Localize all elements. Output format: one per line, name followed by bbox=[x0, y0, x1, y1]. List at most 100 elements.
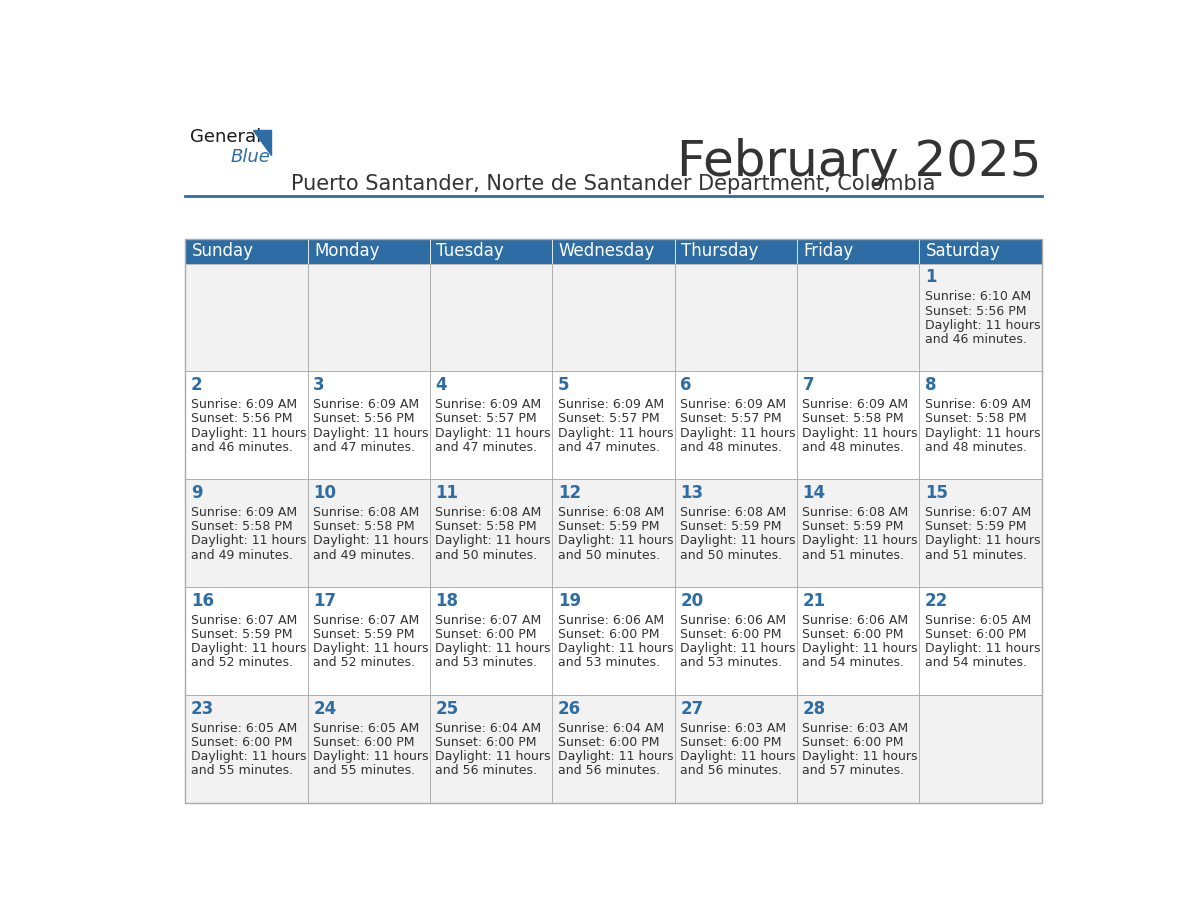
Text: 26: 26 bbox=[558, 700, 581, 718]
Text: 17: 17 bbox=[314, 592, 336, 610]
FancyBboxPatch shape bbox=[185, 695, 1042, 803]
FancyBboxPatch shape bbox=[308, 239, 430, 263]
Text: Sunset: 6:00 PM: Sunset: 6:00 PM bbox=[191, 736, 292, 749]
FancyBboxPatch shape bbox=[185, 263, 1042, 372]
FancyBboxPatch shape bbox=[920, 239, 1042, 263]
Text: Daylight: 11 hours: Daylight: 11 hours bbox=[314, 643, 429, 655]
Polygon shape bbox=[253, 130, 271, 155]
Text: 3: 3 bbox=[314, 376, 324, 395]
Text: 18: 18 bbox=[436, 592, 459, 610]
Text: Sunrise: 6:08 AM: Sunrise: 6:08 AM bbox=[436, 506, 542, 520]
Text: Daylight: 11 hours: Daylight: 11 hours bbox=[436, 534, 551, 547]
Text: 4: 4 bbox=[436, 376, 447, 395]
Text: Daylight: 11 hours: Daylight: 11 hours bbox=[314, 750, 429, 763]
Text: and 51 minutes.: and 51 minutes. bbox=[924, 549, 1026, 562]
Text: 23: 23 bbox=[191, 700, 214, 718]
Text: Puerto Santander, Norte de Santander Department, Colombia: Puerto Santander, Norte de Santander Dep… bbox=[291, 174, 936, 194]
Text: and 54 minutes.: and 54 minutes. bbox=[802, 656, 904, 669]
Text: Sunrise: 6:08 AM: Sunrise: 6:08 AM bbox=[802, 506, 909, 520]
Text: Daylight: 11 hours: Daylight: 11 hours bbox=[191, 750, 307, 763]
Text: 13: 13 bbox=[681, 484, 703, 502]
Text: Daylight: 11 hours: Daylight: 11 hours bbox=[681, 427, 796, 440]
Text: Sunrise: 6:07 AM: Sunrise: 6:07 AM bbox=[436, 614, 542, 627]
Text: Sunrise: 6:09 AM: Sunrise: 6:09 AM bbox=[314, 398, 419, 411]
Text: Sunset: 5:58 PM: Sunset: 5:58 PM bbox=[191, 521, 292, 533]
Text: Sunset: 6:00 PM: Sunset: 6:00 PM bbox=[558, 628, 659, 641]
Text: 21: 21 bbox=[802, 592, 826, 610]
Text: Sunset: 6:00 PM: Sunset: 6:00 PM bbox=[558, 736, 659, 749]
Text: 15: 15 bbox=[924, 484, 948, 502]
Text: Daylight: 11 hours: Daylight: 11 hours bbox=[436, 750, 551, 763]
Text: 28: 28 bbox=[802, 700, 826, 718]
Text: 7: 7 bbox=[802, 376, 814, 395]
Text: Sunset: 6:00 PM: Sunset: 6:00 PM bbox=[681, 736, 782, 749]
Text: Sunrise: 6:07 AM: Sunrise: 6:07 AM bbox=[191, 614, 297, 627]
FancyBboxPatch shape bbox=[675, 239, 797, 263]
Text: Sunrise: 6:04 AM: Sunrise: 6:04 AM bbox=[558, 722, 664, 735]
Text: and 56 minutes.: and 56 minutes. bbox=[558, 765, 659, 778]
Text: Sunset: 5:59 PM: Sunset: 5:59 PM bbox=[314, 628, 415, 641]
Text: Sunrise: 6:03 AM: Sunrise: 6:03 AM bbox=[681, 722, 786, 735]
Text: 24: 24 bbox=[314, 700, 336, 718]
FancyBboxPatch shape bbox=[185, 588, 1042, 695]
Text: Sunset: 5:58 PM: Sunset: 5:58 PM bbox=[802, 412, 904, 425]
Text: Daylight: 11 hours: Daylight: 11 hours bbox=[558, 534, 674, 547]
Text: 27: 27 bbox=[681, 700, 703, 718]
Text: Daylight: 11 hours: Daylight: 11 hours bbox=[191, 534, 307, 547]
Text: Sunset: 5:59 PM: Sunset: 5:59 PM bbox=[191, 628, 292, 641]
Text: and 57 minutes.: and 57 minutes. bbox=[802, 765, 904, 778]
Text: Sunrise: 6:10 AM: Sunrise: 6:10 AM bbox=[924, 290, 1031, 304]
Text: Daylight: 11 hours: Daylight: 11 hours bbox=[314, 427, 429, 440]
Text: Sunset: 5:59 PM: Sunset: 5:59 PM bbox=[802, 521, 904, 533]
Text: Daylight: 11 hours: Daylight: 11 hours bbox=[924, 319, 1041, 331]
Text: Sunset: 5:57 PM: Sunset: 5:57 PM bbox=[436, 412, 537, 425]
Text: Monday: Monday bbox=[314, 242, 380, 260]
Text: Wednesday: Wednesday bbox=[558, 242, 655, 260]
Text: Sunrise: 6:09 AM: Sunrise: 6:09 AM bbox=[558, 398, 664, 411]
Text: 5: 5 bbox=[558, 376, 569, 395]
Text: Daylight: 11 hours: Daylight: 11 hours bbox=[558, 643, 674, 655]
Text: Sunset: 6:00 PM: Sunset: 6:00 PM bbox=[802, 736, 904, 749]
Text: Daylight: 11 hours: Daylight: 11 hours bbox=[924, 427, 1041, 440]
Text: Daylight: 11 hours: Daylight: 11 hours bbox=[191, 427, 307, 440]
Text: Sunrise: 6:06 AM: Sunrise: 6:06 AM bbox=[681, 614, 786, 627]
Text: and 55 minutes.: and 55 minutes. bbox=[191, 765, 293, 778]
Text: Sunset: 6:00 PM: Sunset: 6:00 PM bbox=[924, 628, 1026, 641]
Text: Daylight: 11 hours: Daylight: 11 hours bbox=[681, 643, 796, 655]
Text: and 53 minutes.: and 53 minutes. bbox=[558, 656, 659, 669]
Text: 16: 16 bbox=[191, 592, 214, 610]
Text: 11: 11 bbox=[436, 484, 459, 502]
Text: and 53 minutes.: and 53 minutes. bbox=[436, 656, 537, 669]
Text: Sunrise: 6:08 AM: Sunrise: 6:08 AM bbox=[681, 506, 786, 520]
Text: Sunrise: 6:08 AM: Sunrise: 6:08 AM bbox=[558, 506, 664, 520]
Text: Sunrise: 6:05 AM: Sunrise: 6:05 AM bbox=[924, 614, 1031, 627]
Text: Daylight: 11 hours: Daylight: 11 hours bbox=[436, 643, 551, 655]
Text: and 50 minutes.: and 50 minutes. bbox=[436, 549, 538, 562]
Text: Sunset: 5:59 PM: Sunset: 5:59 PM bbox=[681, 521, 782, 533]
Text: and 46 minutes.: and 46 minutes. bbox=[924, 333, 1026, 346]
Text: Daylight: 11 hours: Daylight: 11 hours bbox=[436, 427, 551, 440]
Text: 10: 10 bbox=[314, 484, 336, 502]
Text: Saturday: Saturday bbox=[925, 242, 1000, 260]
Text: 1: 1 bbox=[924, 268, 936, 286]
Text: Sunset: 6:00 PM: Sunset: 6:00 PM bbox=[802, 628, 904, 641]
Text: and 49 minutes.: and 49 minutes. bbox=[191, 549, 292, 562]
Text: 14: 14 bbox=[802, 484, 826, 502]
FancyBboxPatch shape bbox=[185, 479, 1042, 588]
Text: Sunset: 5:58 PM: Sunset: 5:58 PM bbox=[436, 521, 537, 533]
Text: and 55 minutes.: and 55 minutes. bbox=[314, 765, 416, 778]
Text: 9: 9 bbox=[191, 484, 202, 502]
Text: and 50 minutes.: and 50 minutes. bbox=[558, 549, 661, 562]
Text: Daylight: 11 hours: Daylight: 11 hours bbox=[314, 534, 429, 547]
Text: Sunrise: 6:09 AM: Sunrise: 6:09 AM bbox=[681, 398, 786, 411]
Text: Sunset: 5:58 PM: Sunset: 5:58 PM bbox=[314, 521, 415, 533]
Text: and 49 minutes.: and 49 minutes. bbox=[314, 549, 415, 562]
Text: Sunset: 5:59 PM: Sunset: 5:59 PM bbox=[558, 521, 659, 533]
Text: Sunrise: 6:09 AM: Sunrise: 6:09 AM bbox=[924, 398, 1031, 411]
Text: Tuesday: Tuesday bbox=[436, 242, 504, 260]
Text: Thursday: Thursday bbox=[681, 242, 758, 260]
Text: Sunrise: 6:05 AM: Sunrise: 6:05 AM bbox=[191, 722, 297, 735]
Text: Daylight: 11 hours: Daylight: 11 hours bbox=[558, 427, 674, 440]
Text: Sunrise: 6:09 AM: Sunrise: 6:09 AM bbox=[191, 398, 297, 411]
Text: 25: 25 bbox=[436, 700, 459, 718]
